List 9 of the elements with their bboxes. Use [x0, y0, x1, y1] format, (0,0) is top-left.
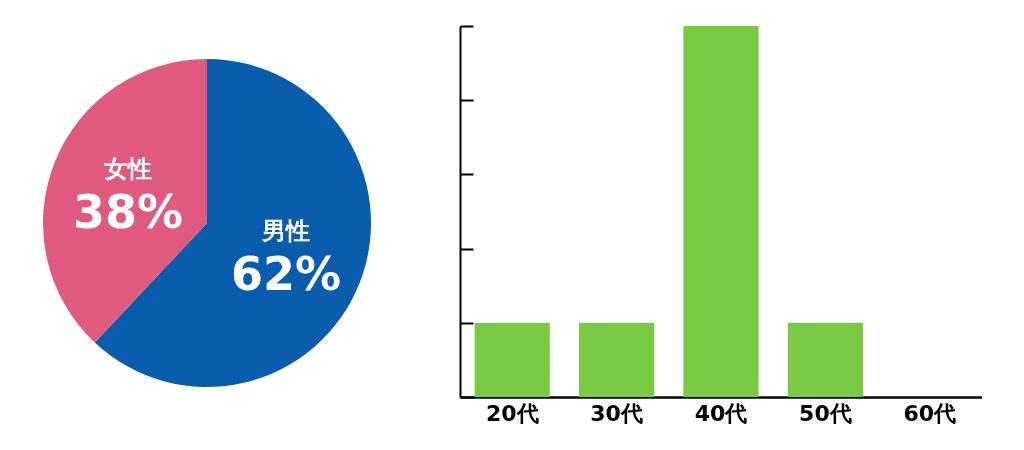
x-tick-label: 20代	[485, 400, 539, 426]
x-tick-label: 60代	[903, 400, 957, 426]
data-label: 62%	[230, 247, 342, 302]
slice-label: 女性	[102, 154, 152, 183]
data-label: 38%	[72, 184, 184, 239]
x-tick-label: 40代	[694, 400, 748, 426]
x-tick-label: 50代	[799, 400, 852, 426]
slice-label: 男性	[261, 217, 311, 246]
x-tick-label: 30代	[590, 400, 643, 426]
